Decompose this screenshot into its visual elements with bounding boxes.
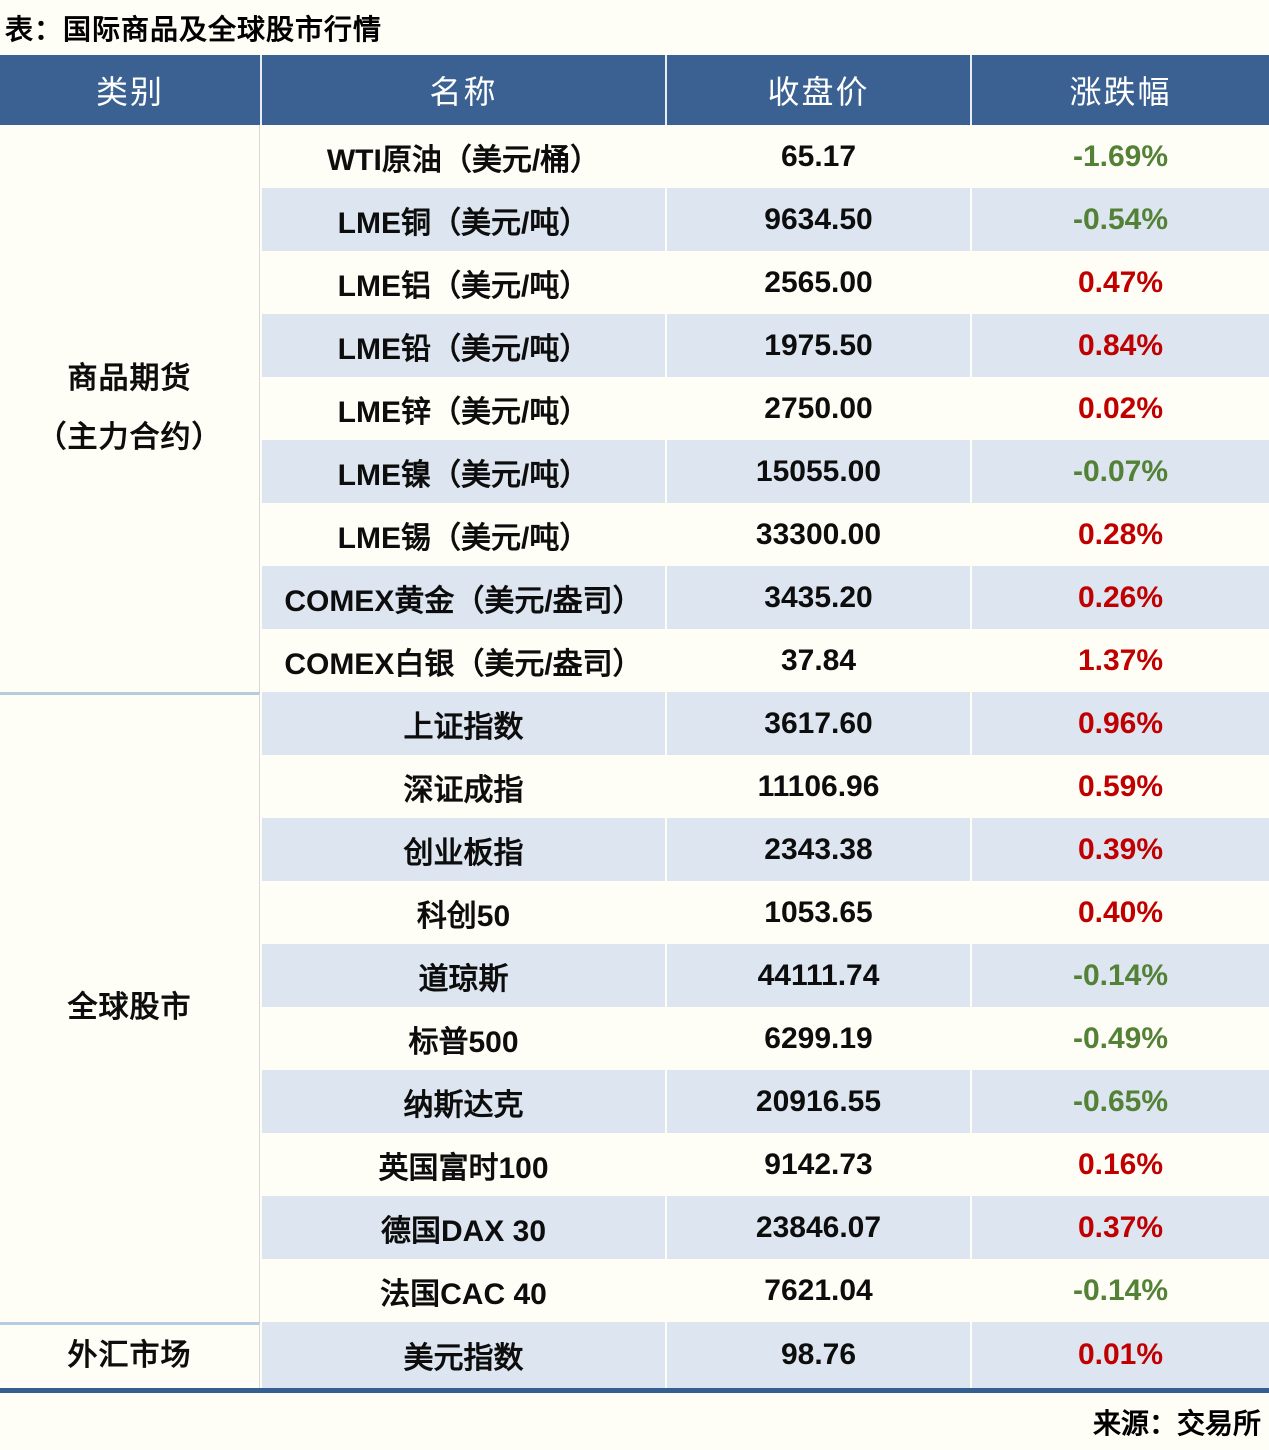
instrument-name: LME铜（美元/吨） [260,188,665,251]
table-row: LME锌（美元/吨） 2750.00 0.02% [0,377,1269,440]
col-header-name: 名称 [260,55,665,125]
instrument-name: 纳斯达克 [260,1070,665,1133]
instrument-name: 道琼斯 [260,944,665,1007]
change-percent: 0.01% [970,1322,1269,1388]
close-price: 65.17 [665,125,970,188]
col-header-category: 类别 [0,55,260,125]
change-percent: -0.14% [970,1259,1269,1322]
close-price: 2565.00 [665,251,970,314]
table-row: 法国CAC 40 7621.04 -0.14% [0,1259,1269,1322]
header-row: 类别 名称 收盘价 涨跌幅 [0,55,1269,125]
change-percent: 0.40% [970,881,1269,944]
change-percent: -0.14% [970,944,1269,1007]
instrument-name: 创业板指 [260,818,665,881]
col-header-change: 涨跌幅 [970,55,1269,125]
close-price: 1053.65 [665,881,970,944]
table-row: 英国富时100 9142.73 0.16% [0,1133,1269,1196]
change-percent: -0.49% [970,1007,1269,1070]
instrument-name: 英国富时100 [260,1133,665,1196]
table-row: 科创50 1053.65 0.40% [0,881,1269,944]
table-row: LME铜（美元/吨） 9634.50 -0.54% [0,188,1269,251]
table-row: LME铝（美元/吨） 2565.00 0.47% [0,251,1269,314]
instrument-name: 科创50 [260,881,665,944]
close-price: 23846.07 [665,1196,970,1259]
table-row: COMEX白银（美元/盎司） 37.84 1.37% [0,629,1269,692]
table-row: LME镍（美元/吨） 15055.00 -0.07% [0,440,1269,503]
instrument-name: 法国CAC 40 [260,1259,665,1322]
instrument-name: WTI原油（美元/桶） [260,125,665,188]
change-percent: 0.59% [970,755,1269,818]
category-cell-commodity-futures: 商品期货 （主力合约） [0,125,260,692]
close-price: 6299.19 [665,1007,970,1070]
category-cell-global-stocks: 全球股市 [0,692,260,1322]
close-price: 2750.00 [665,377,970,440]
instrument-name: 深证成指 [260,755,665,818]
market-table: 类别 名称 收盘价 涨跌幅 商品期货 （主力合约） WTI原油（美元/桶） 65… [0,55,1269,1393]
change-percent: 0.28% [970,503,1269,566]
col-header-close: 收盘价 [665,55,970,125]
instrument-name: COMEX白银（美元/盎司） [260,629,665,692]
change-percent: 0.47% [970,251,1269,314]
table-row: 创业板指 2343.38 0.39% [0,818,1269,881]
change-percent: 0.16% [970,1133,1269,1196]
close-price: 3435.20 [665,566,970,629]
change-percent: 1.37% [970,629,1269,692]
change-percent: 0.96% [970,692,1269,755]
close-price: 37.84 [665,629,970,692]
table-row: 外汇市场 美元指数 98.76 0.01% [0,1322,1269,1388]
category-cell-forex: 外汇市场 [0,1322,260,1388]
table-row: 全球股市 上证指数 3617.60 0.96% [0,692,1269,1322]
change-percent: 0.37% [970,1196,1269,1259]
change-percent: 0.02% [970,377,1269,440]
instrument-name: 上证指数 [260,692,665,755]
instrument-name: 美元指数 [260,1322,665,1388]
change-percent: -0.07% [970,440,1269,503]
close-price: 98.76 [665,1322,970,1388]
close-price: 9634.50 [665,188,970,251]
page-title: 表：国际商品及全球股市行情 [5,14,383,45]
table-row: 纳斯达克 20916.55 -0.65% [0,1070,1269,1133]
instrument-name: 德国DAX 30 [260,1196,665,1259]
close-price: 11106.96 [665,755,970,818]
instrument-name: LME锡（美元/吨） [260,503,665,566]
instrument-name: LME锌（美元/吨） [260,377,665,440]
change-percent: 0.26% [970,566,1269,629]
close-price: 15055.00 [665,440,970,503]
change-percent: -0.54% [970,188,1269,251]
change-percent: -1.69% [970,125,1269,188]
close-price: 9142.73 [665,1133,970,1196]
close-price: 3617.60 [665,692,970,755]
table-row: COMEX黄金（美元/盎司） 3435.20 0.26% [0,566,1269,629]
table-row: 道琼斯 44111.74 -0.14% [0,944,1269,1007]
instrument-name: 标普500 [260,1007,665,1070]
table-row: 深证成指 11106.96 0.59% [0,755,1269,818]
table-row: LME锡（美元/吨） 33300.00 0.28% [0,503,1269,566]
table-row: 德国DAX 30 23846.07 0.37% [0,1196,1269,1259]
instrument-name: LME镍（美元/吨） [260,440,665,503]
close-price: 1975.50 [665,314,970,377]
close-price: 44111.74 [665,944,970,1007]
instrument-name: LME铝（美元/吨） [260,251,665,314]
instrument-name: LME铅（美元/吨） [260,314,665,377]
close-price: 7621.04 [665,1259,970,1322]
change-percent: -0.65% [970,1070,1269,1133]
close-price: 20916.55 [665,1070,970,1133]
table-row: 商品期货 （主力合约） WTI原油（美元/桶） 65.17 -1.69% [0,125,1269,692]
close-price: 2343.38 [665,818,970,881]
change-percent: 0.39% [970,818,1269,881]
table-row: LME铅（美元/吨） 1975.50 0.84% [0,314,1269,377]
change-percent: 0.84% [970,314,1269,377]
close-price: 33300.00 [665,503,970,566]
table-row: 标普500 6299.19 -0.49% [0,1007,1269,1070]
source-label: 来源：交易所 [1092,1408,1261,1439]
instrument-name: COMEX黄金（美元/盎司） [260,566,665,629]
